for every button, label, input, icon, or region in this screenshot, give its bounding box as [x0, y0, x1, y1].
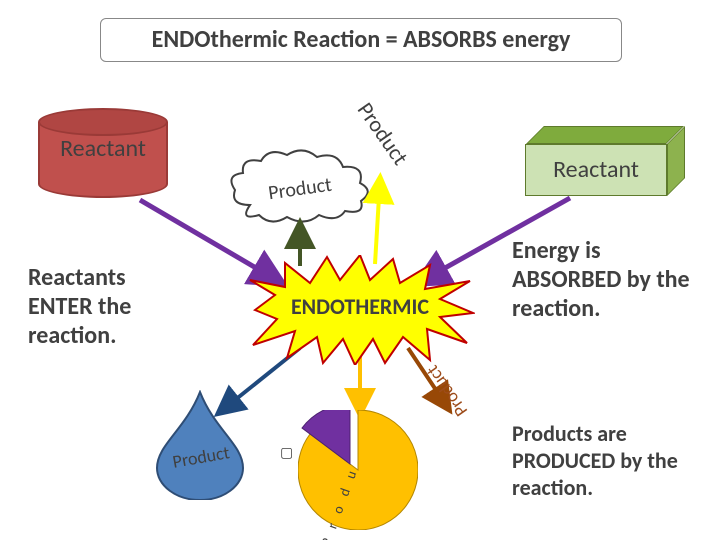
arrow-to-diag	[375, 180, 380, 264]
page-title: ENDOthermic Reaction = ABSORBS energy	[100, 18, 622, 62]
product-diagonal-bottom: Product	[421, 361, 472, 421]
endothermic-label: ENDOTHERMIC	[245, 293, 475, 320]
product-cloud: Product	[225, 145, 375, 225]
reactant-cube-label: Reactant	[525, 144, 667, 196]
endothermic-starburst: ENDOTHERMIC	[245, 255, 475, 365]
diagram-canvas: ENDOthermic Reaction = ABSORBS energy Re…	[0, 0, 720, 540]
square-glyph: ▢	[280, 444, 293, 461]
reactant-cylinder-label: Reactant	[38, 134, 168, 163]
reactant-cylinder: Reactant	[38, 108, 168, 198]
text-energy-absorbed: Energy is ABSORBED by the reaction.	[512, 236, 712, 323]
text-reactants-enter: Reactants ENTER the reaction.	[28, 263, 193, 350]
reactant-cube: Reactant	[525, 126, 685, 196]
text-products-produced: Products are PRODUCED by the reaction.	[512, 420, 712, 501]
product-drop: Product	[155, 390, 245, 500]
